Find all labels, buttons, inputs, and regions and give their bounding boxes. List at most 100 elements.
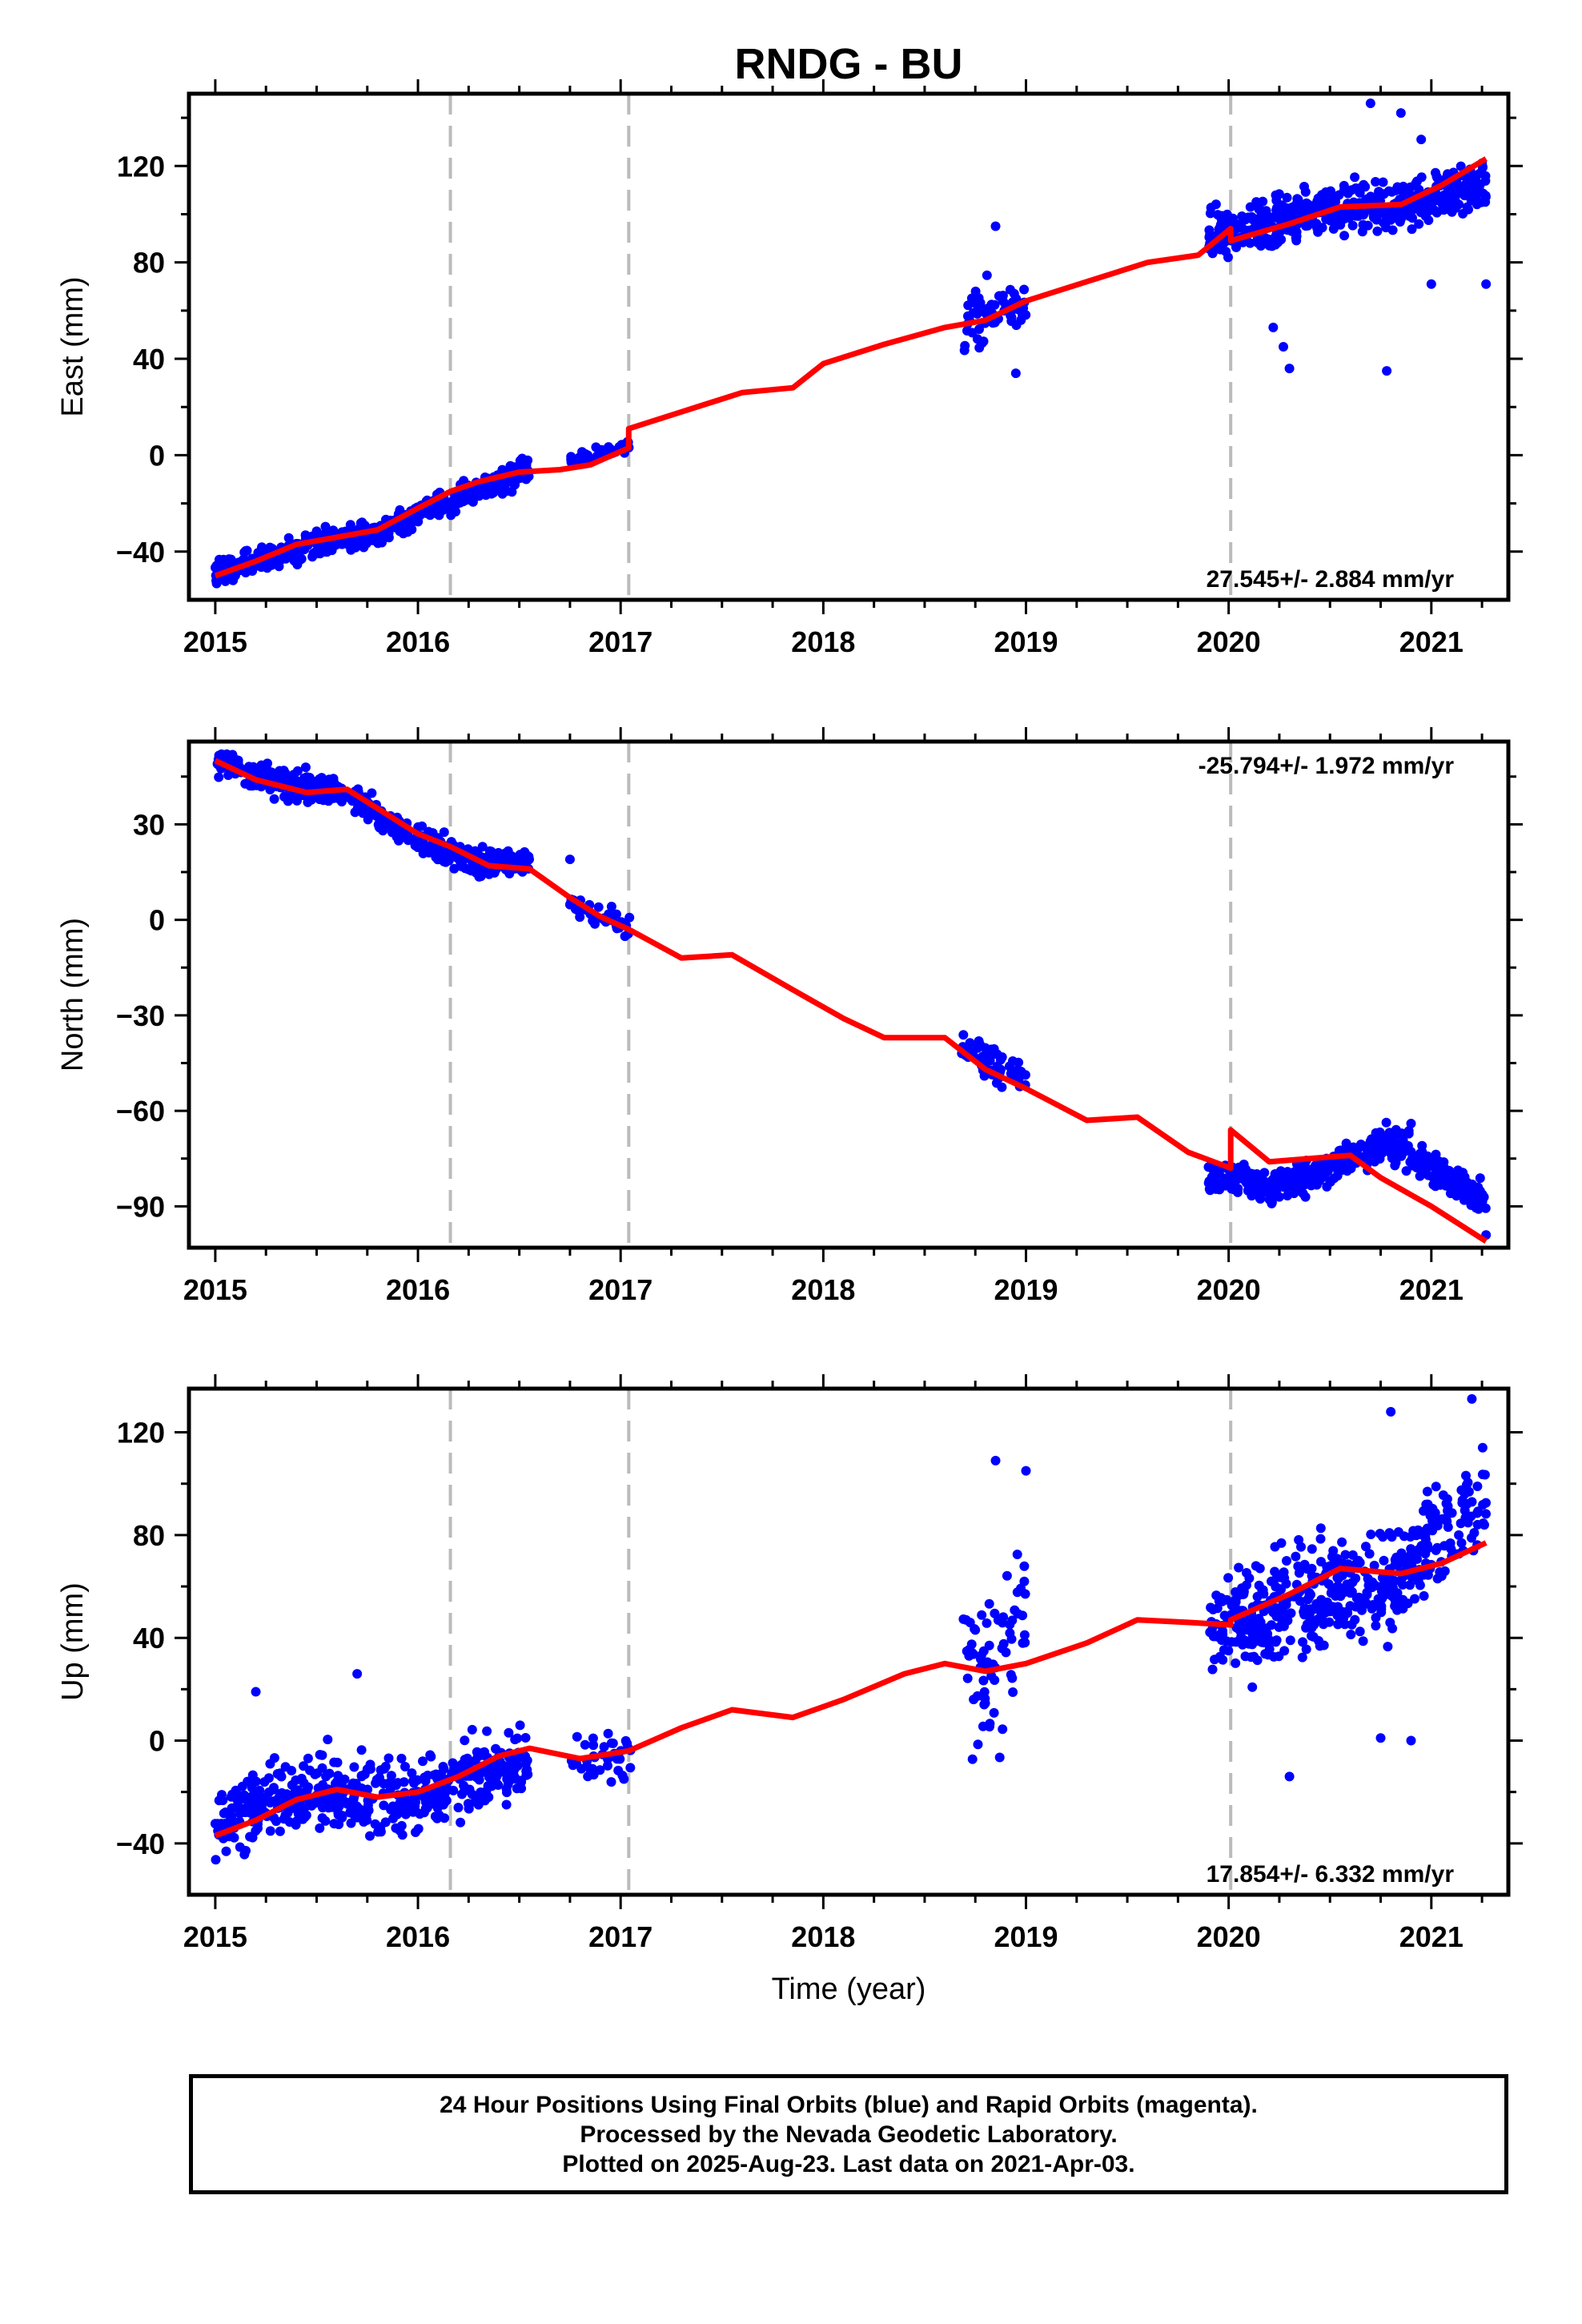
data-point: [1333, 1619, 1343, 1630]
data-point: [1369, 1560, 1379, 1570]
data-point: [1275, 1584, 1285, 1594]
data-point: [1291, 199, 1301, 210]
data-point: [1316, 1164, 1327, 1174]
data-point: [1314, 1176, 1324, 1186]
data-point: [966, 293, 977, 304]
data-point: [440, 1813, 450, 1823]
data-point: [617, 1771, 628, 1780]
data-point: [418, 1756, 428, 1767]
data-point: [1454, 1530, 1464, 1540]
x-tick-label: 2020: [1197, 1273, 1261, 1306]
y-tick-label: 80: [133, 1519, 165, 1552]
data-point: [1245, 238, 1255, 248]
y-tick-label: 40: [133, 1622, 165, 1655]
data-point: [472, 1747, 482, 1757]
data-point: [1002, 1570, 1012, 1581]
data-point: [1221, 247, 1231, 257]
data-point: [409, 1804, 420, 1815]
data-point-outlier: [1406, 1735, 1416, 1746]
data-point: [214, 772, 224, 782]
data-point: [365, 1831, 375, 1841]
data-point: [985, 1719, 995, 1729]
data-point: [211, 578, 222, 589]
data-point: [303, 797, 313, 807]
data-point: [1377, 1594, 1387, 1604]
footer-line-processor: Processed by the Nevada Geodetic Laborat…: [580, 2121, 1118, 2148]
data-point: [320, 521, 331, 532]
data-point: [419, 1807, 429, 1818]
data-point: [1020, 1638, 1030, 1648]
data-point: [1239, 1160, 1249, 1169]
data-point: [1343, 1608, 1353, 1618]
data-point: [1256, 219, 1267, 230]
data-point: [508, 1770, 518, 1780]
data-point: [958, 1614, 969, 1624]
data-point: [329, 1757, 339, 1767]
data-point: [328, 774, 339, 784]
data-point: [1357, 1605, 1367, 1615]
data-point: [1401, 1561, 1411, 1571]
data-point-outlier: [1284, 1771, 1295, 1782]
data-point: [218, 1795, 228, 1806]
data-point: [972, 1691, 982, 1701]
data-point: [477, 842, 488, 852]
data-point: [520, 1751, 531, 1762]
data-point: [1464, 190, 1475, 200]
data-point: [1018, 1610, 1028, 1621]
data-point: [1387, 225, 1398, 235]
data-point: [1019, 1630, 1030, 1640]
data-point: [467, 1724, 477, 1735]
data-point: [1212, 1603, 1223, 1614]
data-point: [606, 1777, 616, 1787]
data-point: [1299, 182, 1309, 191]
data-point-outlier: [251, 1687, 261, 1697]
data-point: [1429, 205, 1439, 215]
data-point: [1334, 1573, 1344, 1583]
data-point: [1237, 211, 1247, 221]
data-point: [1367, 1600, 1378, 1610]
data-point: [1339, 214, 1349, 224]
data-point: [1443, 1506, 1452, 1516]
data-point: [488, 1763, 499, 1773]
data-point: [1249, 1651, 1259, 1662]
data-point: [1415, 1160, 1425, 1171]
data-point: [466, 866, 476, 876]
chart-title: RNDG - BU: [735, 40, 963, 88]
data-point: [1340, 1550, 1351, 1560]
data-point: [989, 1707, 999, 1718]
data-point: [284, 1817, 295, 1827]
data-point: [1476, 197, 1486, 207]
data-point: [1332, 1610, 1343, 1621]
data-point-outlier: [1284, 364, 1295, 374]
data-point: [1347, 185, 1357, 195]
data-point: [1371, 1621, 1381, 1630]
data-point: [1469, 171, 1480, 182]
data-point: [978, 1051, 988, 1062]
data-point: [464, 1759, 474, 1770]
data-point: [980, 1698, 990, 1708]
data-point: [593, 902, 604, 912]
x-tick-label: 2021: [1399, 1920, 1464, 1953]
data-point: [1475, 1173, 1485, 1184]
plot-frame: [187, 91, 1511, 602]
data-point: [1441, 1498, 1452, 1509]
data-point: [978, 336, 989, 347]
data-point: [974, 1039, 985, 1049]
x-tick-label: 2018: [791, 1273, 855, 1306]
data-point: [310, 1769, 320, 1779]
data-point: [982, 270, 992, 280]
data-point: [1383, 1642, 1393, 1652]
data-point: [359, 1769, 370, 1779]
data-point: [1323, 1579, 1334, 1589]
data-point: [299, 1761, 309, 1771]
data-point: [420, 1775, 431, 1786]
data-point: [599, 1742, 609, 1752]
y-tick-label: 0: [149, 439, 165, 472]
data-point: [1350, 172, 1360, 183]
data-point: [580, 1739, 590, 1750]
data-point: [1270, 1542, 1280, 1552]
data-point: [1216, 1174, 1227, 1184]
data-point: [424, 847, 434, 858]
data-point: [1366, 1530, 1376, 1539]
data-point: [1445, 1188, 1456, 1199]
